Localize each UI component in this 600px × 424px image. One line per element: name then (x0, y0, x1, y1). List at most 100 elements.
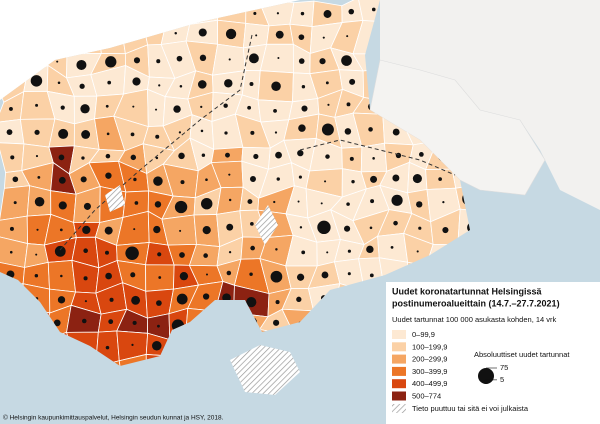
case-dot (30, 75, 43, 87)
case-dot (442, 201, 445, 204)
case-dot (179, 271, 189, 281)
case-dot (298, 124, 306, 132)
case-dot (347, 272, 351, 276)
case-dot (351, 179, 355, 184)
legend-label: 0–99,9 (412, 330, 435, 339)
case-dot (158, 276, 162, 279)
case-dot (58, 128, 69, 139)
legend-circle (483, 379, 489, 385)
case-dot (57, 81, 61, 85)
case-dot (349, 156, 354, 161)
case-dot (58, 154, 65, 161)
legend-circle-label: 5 (500, 375, 504, 384)
legend-label: 500–774 (412, 391, 441, 400)
case-dot (179, 229, 182, 232)
case-dot (157, 324, 160, 328)
case-dot (155, 156, 159, 160)
case-dot (205, 273, 209, 276)
case-dot (155, 134, 160, 139)
outside-area (380, 0, 600, 210)
case-dot (225, 28, 237, 40)
legend-label: 300–399,9 (412, 367, 447, 376)
case-dot (174, 31, 177, 35)
case-dot (271, 81, 281, 92)
case-dot (442, 226, 449, 234)
case-dot (132, 77, 141, 86)
case-dot (197, 80, 207, 89)
case-dot (418, 152, 424, 157)
case-dot (9, 250, 13, 254)
legend-circles-title: Absoluuttiset uudet tartunnat (474, 350, 570, 359)
legend-label: 200–299,9 (412, 355, 447, 364)
case-dot (325, 81, 329, 85)
case-dot (105, 345, 110, 350)
case-dot (253, 153, 259, 160)
case-dot (158, 84, 161, 87)
case-dot (325, 154, 330, 159)
border-line (299, 139, 456, 176)
case-dot (438, 177, 442, 181)
case-dot (270, 270, 283, 283)
case-dot (324, 180, 327, 183)
legend-swatch (392, 366, 406, 376)
outside-area (0, 0, 300, 100)
case-dot (83, 202, 91, 210)
legend-swatch (392, 354, 406, 364)
case-dot (369, 273, 374, 278)
case-dot (416, 201, 423, 208)
case-dot (131, 295, 141, 305)
legend-swatch (392, 330, 406, 339)
case-dot (369, 226, 373, 230)
case-dot (105, 153, 111, 159)
case-dot (132, 105, 135, 108)
case-dot (201, 197, 213, 210)
case-dot (228, 58, 231, 61)
case-dot (6, 129, 13, 136)
case-dot (34, 273, 39, 278)
case-dot (226, 270, 232, 276)
case-dot (249, 272, 253, 276)
case-dot (57, 296, 66, 304)
case-dot (58, 176, 66, 184)
case-dot (297, 149, 304, 157)
case-dot (250, 245, 255, 251)
case-dot (105, 56, 117, 68)
case-dot (250, 175, 256, 182)
case-dot (222, 293, 231, 303)
case-dot (80, 104, 90, 114)
case-dot (273, 108, 277, 113)
case-dot (179, 252, 185, 258)
case-dot (246, 297, 257, 308)
case-dot (301, 250, 306, 255)
case-dot (203, 253, 208, 258)
case-dot (366, 245, 374, 254)
case-dot (154, 201, 162, 208)
case-dot (277, 57, 280, 60)
legend-subtitle: Uudet tartunnat 100 000 asukasta kohden,… (392, 315, 557, 324)
district (161, 214, 197, 246)
case-dot (225, 152, 230, 158)
case-dot (321, 123, 334, 136)
case-dot (319, 58, 326, 65)
case-dot (202, 293, 210, 300)
case-dot (296, 273, 305, 281)
legend-label: 100–199,9 (412, 342, 447, 351)
case-dot (226, 223, 234, 231)
case-dot (298, 34, 305, 41)
case-dot (105, 172, 112, 179)
case-dot (276, 177, 280, 181)
case-dot (179, 84, 183, 88)
case-dot (298, 58, 305, 64)
case-dot (273, 200, 276, 204)
case-dot (247, 105, 252, 110)
case-dot (156, 300, 162, 306)
case-dot (320, 202, 323, 205)
case-dot (368, 127, 373, 132)
case-dot (56, 60, 59, 63)
legend-label: 400–499,9 (412, 379, 447, 388)
case-dot (322, 36, 325, 39)
case-dot (198, 28, 207, 37)
case-dot (176, 293, 188, 305)
case-dot (133, 228, 136, 231)
case-dot (390, 245, 394, 249)
